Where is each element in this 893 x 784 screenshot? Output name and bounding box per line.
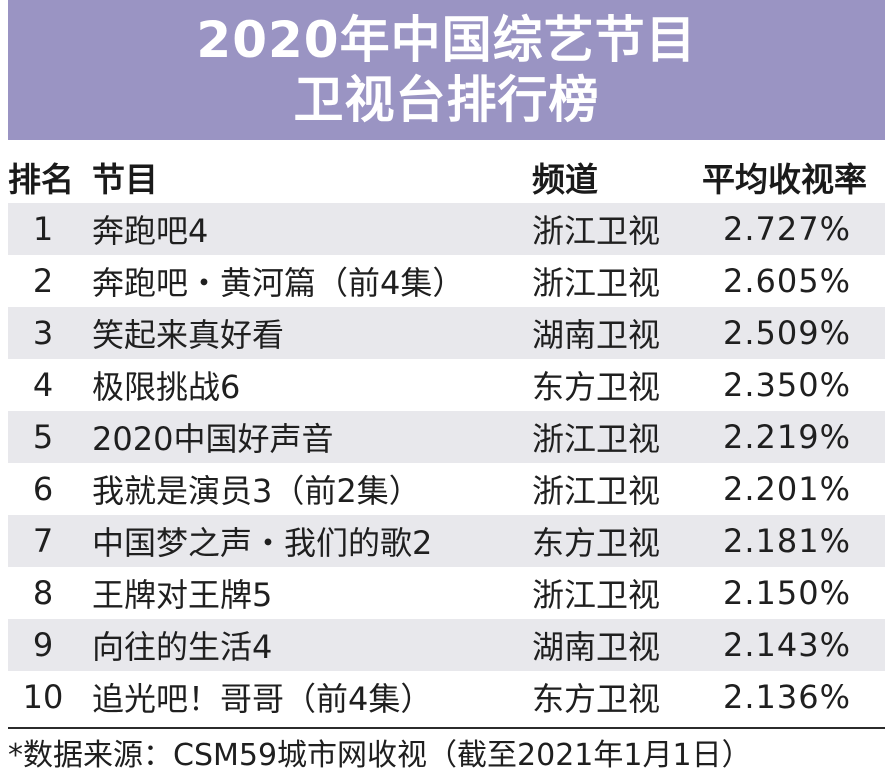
rating-cell: 2.201% xyxy=(696,463,885,515)
channel-cell: 东方卫视 xyxy=(528,515,696,567)
show-name-cell: 奔跑吧・黄河篇（前4集） xyxy=(86,255,528,307)
show-name-cell: 奔跑吧4 xyxy=(86,203,528,255)
channel-cell: 东方卫视 xyxy=(528,359,696,411)
table-row: 5 2020中国好声音 浙江卫视 2.219% xyxy=(8,411,885,463)
table-row: 10 追光吧！哥哥（前4集） 东方卫视 2.136% xyxy=(8,671,885,723)
show-name-cell: 追光吧！哥哥（前4集） xyxy=(86,671,528,723)
table-row: 1 奔跑吧4 浙江卫视 2.727% xyxy=(8,203,885,255)
rank-cell: 7 xyxy=(8,515,86,567)
rating-cell: 2.727% xyxy=(696,203,885,255)
table-row: 6 我就是演员3（前2集） 浙江卫视 2.201% xyxy=(8,463,885,515)
rating-cell: 2.143% xyxy=(696,619,885,671)
rating-cell: 2.605% xyxy=(696,255,885,307)
rating-cell: 2.509% xyxy=(696,307,885,359)
rank-cell: 5 xyxy=(8,411,86,463)
table-row: 2 奔跑吧・黄河篇（前4集） 浙江卫视 2.605% xyxy=(8,255,885,307)
channel-cell: 浙江卫视 xyxy=(528,255,696,307)
show-name-cell: 中国梦之声・我们的歌2 xyxy=(86,515,528,567)
title-line-1: 2020年中国综艺节目 xyxy=(196,11,697,69)
title-banner: 2020年中国综艺节目 卫视台排行榜 xyxy=(8,0,885,140)
data-source-note: *数据来源：CSM59城市网收视（截至2021年1月1日） xyxy=(8,738,752,773)
rating-cell: 2.181% xyxy=(696,515,885,567)
show-name-cell: 王牌对王牌5 xyxy=(86,567,528,619)
rank-cell: 2 xyxy=(8,255,86,307)
channel-cell: 湖南卫视 xyxy=(528,307,696,359)
rating-cell: 2.150% xyxy=(696,567,885,619)
table-row: 3 笑起来真好看 湖南卫视 2.509% xyxy=(8,307,885,359)
rating-cell: 2.136% xyxy=(696,671,885,723)
show-name-cell: 笑起来真好看 xyxy=(86,307,528,359)
rank-cell: 4 xyxy=(8,359,86,411)
table-body: 1 奔跑吧4 浙江卫视 2.727% 2 奔跑吧・黄河篇（前4集） 浙江卫视 2.605% 3 笑… xyxy=(8,203,885,723)
column-header-rank: 排名 xyxy=(8,160,74,199)
column-header-rating: 平均收视率 xyxy=(702,160,867,199)
table-row: 4 极限挑战6 东方卫视 2.350% xyxy=(8,359,885,411)
channel-cell: 浙江卫视 xyxy=(528,463,696,515)
table-row: 8 王牌对王牌5 浙江卫视 2.150% xyxy=(8,567,885,619)
channel-cell: 湖南卫视 xyxy=(528,619,696,671)
column-header-channel: 频道 xyxy=(532,160,598,199)
rank-cell: 3 xyxy=(8,307,86,359)
ranking-table: 排名 节目 频道 平均收视率 1 奔跑吧4 浙江卫视 2.727% 2 奔跑吧・黄河篇（前… xyxy=(8,151,885,723)
show-name-cell: 2020中国好声音 xyxy=(86,411,528,463)
channel-cell: 东方卫视 xyxy=(528,671,696,723)
channel-cell: 浙江卫视 xyxy=(528,203,696,255)
table-header-row: 排名 节目 频道 平均收视率 xyxy=(8,151,885,203)
footer-divider xyxy=(8,727,885,729)
rank-cell: 10 xyxy=(8,671,86,723)
rank-cell: 8 xyxy=(8,567,86,619)
title-line-2: 卫视台排行榜 xyxy=(293,71,600,129)
show-name-cell: 我就是演员3（前2集） xyxy=(86,463,528,515)
rank-cell: 6 xyxy=(8,463,86,515)
channel-cell: 浙江卫视 xyxy=(528,567,696,619)
rating-cell: 2.219% xyxy=(696,411,885,463)
channel-cell: 浙江卫视 xyxy=(528,411,696,463)
rank-cell: 9 xyxy=(8,619,86,671)
rank-cell: 1 xyxy=(8,203,86,255)
show-name-cell: 极限挑战6 xyxy=(86,359,528,411)
column-header-show: 节目 xyxy=(92,160,158,199)
rating-cell: 2.350% xyxy=(696,359,885,411)
show-name-cell: 向往的生活4 xyxy=(86,619,528,671)
table-row: 7 中国梦之声・我们的歌2 东方卫视 2.181% xyxy=(8,515,885,567)
table-row: 9 向往的生活4 湖南卫视 2.143% xyxy=(8,619,885,671)
